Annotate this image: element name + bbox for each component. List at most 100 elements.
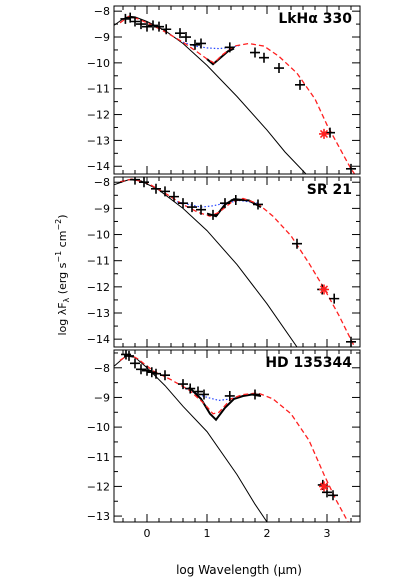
photometry-point [142, 21, 152, 32]
y-tick-label: −11 [87, 451, 110, 464]
photometry-point [259, 52, 269, 63]
panel-title: LkHα 330 [278, 11, 352, 27]
y-axis-label-close: ) [56, 214, 69, 218]
photometry-point [148, 20, 158, 31]
y-tick-label: −11 [87, 83, 110, 96]
photometry-point [154, 21, 164, 32]
photometry-point [124, 350, 134, 361]
photometry-point [190, 39, 200, 50]
photometry-point [151, 183, 161, 194]
panel-frame [113, 176, 361, 348]
y-tick-label: −10 [87, 57, 110, 70]
y-tick-label: −10 [87, 421, 110, 434]
photometry-point [328, 490, 338, 501]
y-tick-label: −12 [87, 281, 110, 294]
photometry-point [120, 13, 131, 24]
panel-title: SR 21 [307, 182, 352, 198]
photometry-point [185, 383, 196, 394]
y-axis-label-main: log λF [56, 302, 69, 335]
y-axis-label: log λFλ (erg s−1 cm−2) [54, 214, 71, 335]
photometry-point [136, 19, 146, 30]
x-tick-label: 0 [144, 527, 151, 540]
photometry-point [130, 358, 140, 369]
plot-area [114, 350, 349, 522]
photometry-point [175, 28, 185, 39]
photometry-point [253, 199, 263, 210]
panel-3: −8 −9 −10 −11 −12 −13 0 1 2 3 HD 135344 [87, 349, 361, 540]
y-tick-label: −13 [87, 307, 110, 320]
y-tick-label: −8 [94, 176, 110, 189]
photometry-point [178, 379, 188, 390]
photometry-point [161, 24, 172, 35]
y-tick-label: −9 [94, 31, 110, 44]
y-tick-label: −9 [94, 391, 110, 404]
photometry-point [160, 186, 170, 197]
photometry-point [193, 386, 203, 397]
y-tick-label: −13 [87, 134, 110, 147]
y-tick-label: −9 [94, 202, 110, 215]
y-tick-label: −8 [94, 362, 110, 375]
y-tick-label: −8 [94, 5, 110, 18]
panel-2: −8 −9 −10 −11 −12 −13 −14 SR 21 [87, 176, 361, 348]
model-red-dashed-line [119, 353, 349, 522]
photometry-point [295, 79, 305, 90]
photometry-point [142, 365, 152, 376]
x-tick-label: 3 [324, 527, 331, 540]
photometry-point [199, 389, 209, 400]
y-tick-label: −14 [87, 160, 110, 173]
panel-frame [113, 349, 361, 523]
y-tick-label: −12 [87, 109, 110, 122]
photometry-point [136, 364, 146, 375]
x-axis-label: log Wavelength (μm) [176, 563, 302, 577]
photometry-point [230, 195, 241, 206]
photometry-point [196, 38, 206, 49]
photosphere-line [114, 355, 268, 522]
photometry-point [151, 368, 161, 379]
photometry-point [250, 47, 260, 58]
y-axis-label-exp2: −2 [54, 219, 63, 231]
y-tick-label: −11 [87, 255, 110, 268]
model-red-dashed-line [119, 15, 356, 174]
y-tick-label: −14 [87, 333, 110, 346]
y-axis-label-units: (erg s [56, 262, 69, 297]
submm-star-point [319, 481, 329, 492]
submm-star-point [319, 284, 329, 295]
y-axis-label-exp1: −1 [54, 251, 63, 263]
sed-panels: −8 −9 −10 −11 −12 −13 −14 LkHα 330 −8 −9 −10 −11 −12… [87, 5, 361, 540]
photometry-point [224, 42, 235, 53]
panel-title: HD 135344 [265, 355, 352, 371]
photometry-point [187, 202, 197, 213]
y-tick-label: −10 [87, 229, 110, 242]
panel-1: −8 −9 −10 −11 −12 −13 −14 LkHα 330 [87, 5, 361, 175]
photometry-point [181, 32, 191, 43]
photometry-point [208, 209, 218, 220]
x-tick-label: 2 [264, 527, 271, 540]
photometry-point [196, 204, 206, 215]
submm-star-point [319, 128, 329, 139]
photometry-point [329, 293, 340, 304]
photometry-point [169, 191, 179, 202]
photometry-point [130, 16, 140, 27]
photometry-point [274, 63, 284, 74]
photometry-point [146, 367, 157, 378]
photometry-point [250, 389, 260, 400]
y-axis-label-sub: λ [62, 297, 71, 302]
photosphere-line [114, 15, 307, 174]
irs-spectrum-line [188, 386, 262, 422]
panel-frame [113, 5, 361, 175]
x-tick-label: 1 [204, 527, 211, 540]
photometry-point [220, 198, 230, 209]
model-red-dashed-line [119, 178, 356, 347]
photosphere-line [114, 179, 298, 347]
model-blue-dotted-line [176, 199, 259, 208]
y-axis-label-mid: cm [56, 231, 69, 251]
photometry-point [224, 390, 235, 401]
y-tick-label: −12 [87, 480, 110, 493]
y-tick-label: −13 [87, 510, 110, 523]
photometry-point [325, 127, 335, 138]
photometry-point [292, 238, 302, 249]
plot-area [114, 177, 356, 347]
photometry-point [178, 198, 188, 209]
plot-area [114, 12, 356, 174]
